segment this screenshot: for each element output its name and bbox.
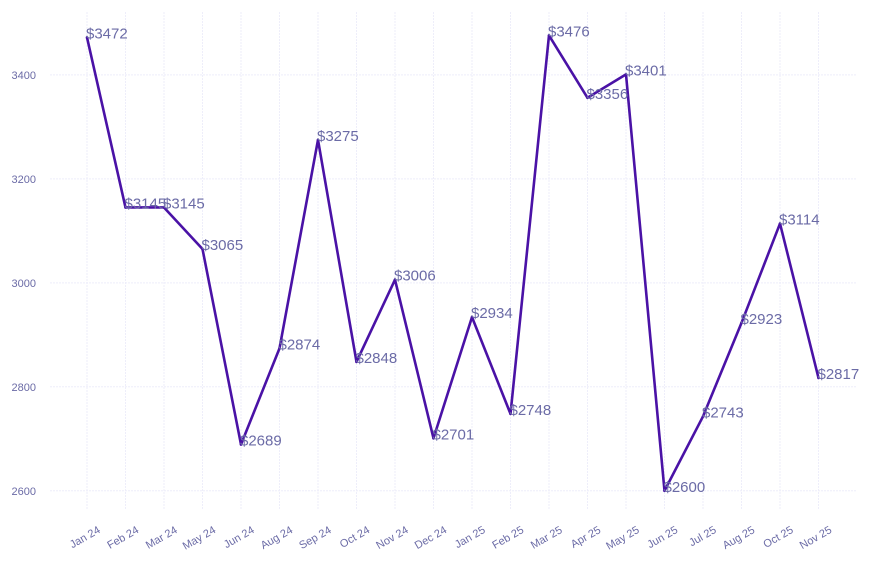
data-point — [586, 96, 589, 100]
series-line — [85, 34, 820, 493]
data-point — [278, 347, 281, 350]
data-point — [817, 376, 820, 380]
x-tick-label: Sep 24 — [297, 524, 333, 552]
data-point — [624, 73, 628, 76]
x-tick-label: Jan 24 — [68, 524, 103, 551]
x-tick-label: Oct 25 — [761, 524, 795, 551]
data-point — [201, 247, 204, 251]
x-tick-label: Aug 25 — [721, 524, 757, 552]
data-label: $3145 — [163, 195, 205, 212]
data-point — [239, 443, 243, 446]
data-point — [470, 315, 474, 319]
x-tick-label: Jun 25 — [645, 524, 680, 551]
data-label: $2923 — [741, 311, 783, 328]
data-label: $2748 — [510, 402, 552, 419]
data-label: $2600 — [664, 479, 706, 496]
y-tick-label: 3200 — [12, 174, 36, 186]
x-tick-label: Feb 25 — [490, 524, 526, 552]
data-label: $3006 — [394, 268, 436, 285]
data-label: $2743 — [702, 404, 744, 421]
data-point — [393, 278, 397, 282]
data-point — [355, 360, 358, 364]
y-tick-label: 3000 — [12, 278, 36, 290]
data-label: $3356 — [587, 86, 629, 103]
x-tick-label: Dec 24 — [413, 524, 449, 552]
data-point — [740, 321, 743, 325]
x-tick-label: Nov 24 — [374, 524, 410, 552]
data-label: $3472 — [86, 25, 128, 42]
x-tick-label: Apr 25 — [569, 524, 603, 551]
data-point — [85, 36, 89, 39]
data-label: $2689 — [240, 433, 282, 450]
data-label: $3114 — [779, 212, 820, 229]
data-point — [778, 222, 782, 225]
x-tick-label: Nov 25 — [798, 524, 834, 552]
data-label: $2934 — [471, 305, 513, 322]
data-label: $2848 — [356, 350, 398, 367]
x-tick-label: Feb 24 — [105, 524, 141, 552]
data-label: $2701 — [433, 426, 475, 443]
data-point — [547, 34, 551, 37]
y-tick-label: 2800 — [12, 382, 36, 394]
x-tick-label: Jan 25 — [453, 524, 488, 551]
x-tick-label: Oct 24 — [338, 524, 372, 551]
x-axis: Jan 24 Feb 24 Mar 24 May 24 Jun 24 Aug 24 Sep … — [68, 524, 834, 552]
x-tick-label: Jul 25 — [687, 524, 718, 549]
x-tick-label: Jun 24 — [222, 524, 257, 551]
x-tick-label: Mar 25 — [529, 524, 565, 552]
data-label: $3065 — [202, 237, 244, 254]
data-point — [162, 206, 166, 209]
data-point — [432, 436, 435, 440]
y-axis: 2600 2800 3000 3200 3400 — [12, 70, 36, 498]
data-label: $2817 — [818, 366, 860, 383]
data-label: $2874 — [279, 336, 321, 353]
data-label: $3145 — [125, 195, 167, 212]
y-tick-label: 3400 — [12, 70, 36, 82]
x-tick-label: Mar 24 — [144, 524, 180, 552]
x-tick-label: Aug 24 — [259, 524, 295, 552]
data-labels: $3472 $3145$3145 $3065 $2689 $2874 $3275 $2848… — [85, 23, 860, 496]
data-point — [509, 412, 512, 416]
data-point — [701, 415, 705, 418]
data-label: $3401 — [625, 62, 667, 79]
x-tick-label: May 25 — [604, 524, 641, 552]
data-label: $3476 — [548, 23, 590, 40]
data-label: $3275 — [317, 128, 359, 145]
y-tick-label: 2600 — [12, 486, 36, 498]
x-tick-label: May 24 — [181, 524, 218, 552]
grid — [50, 12, 856, 510]
data-point — [316, 138, 320, 142]
data-point — [663, 489, 666, 493]
data-point — [124, 206, 127, 209]
